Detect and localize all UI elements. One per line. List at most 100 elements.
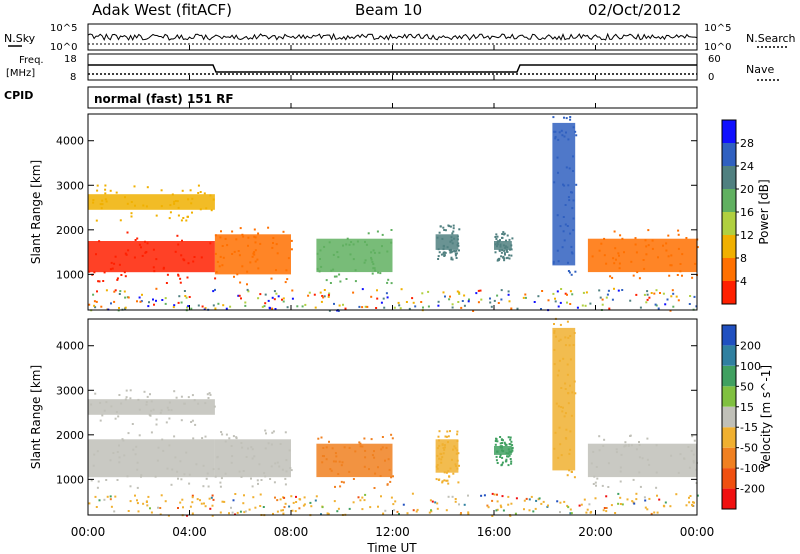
scatter-speckle xyxy=(228,437,231,440)
noise-pixel xyxy=(320,300,323,303)
noise-pixel xyxy=(145,500,148,503)
nave-label: Nave xyxy=(746,63,774,76)
noise-pixel xyxy=(302,504,305,507)
noise-pixel xyxy=(308,291,311,294)
scatter-speckle xyxy=(564,388,567,390)
scatter-speckle xyxy=(250,477,252,480)
scatter-speckle xyxy=(687,446,690,448)
cpid-label: CPID xyxy=(4,89,33,102)
scatter-speckle xyxy=(251,457,254,460)
scatter-speckle xyxy=(452,227,455,230)
noise-pixel xyxy=(537,295,540,298)
noise-pixel xyxy=(275,292,278,295)
scatter-speckle xyxy=(436,447,439,450)
noise-pixel xyxy=(231,511,234,514)
noise-pixel xyxy=(248,508,251,511)
scatter-speckle xyxy=(349,253,352,256)
noise-pixel xyxy=(189,505,192,508)
scatter-speckle xyxy=(573,476,576,479)
noise-pixel xyxy=(648,296,651,299)
scatter-speckle xyxy=(454,447,457,450)
scatter-speckle xyxy=(451,258,454,261)
y-tick-label: 3000 xyxy=(56,384,84,397)
noise-pixel xyxy=(136,300,138,303)
noise-pixel xyxy=(656,511,659,514)
scatter-speckle xyxy=(221,245,224,247)
scatter-speckle xyxy=(572,344,575,346)
scatter-speckle xyxy=(618,254,620,257)
noise-pixel xyxy=(556,500,559,503)
scatter-speckle xyxy=(318,270,321,273)
scatter-speckle xyxy=(149,393,151,396)
noise-pixel xyxy=(493,299,496,302)
scatter-speckle xyxy=(316,268,319,271)
scatter-speckle xyxy=(96,184,99,187)
scatter-speckle xyxy=(558,131,561,134)
scatter-speckle xyxy=(692,459,695,462)
noise-pixel xyxy=(212,304,215,307)
noise-pixel xyxy=(497,302,500,304)
noise-pixel xyxy=(191,496,194,499)
scatter-speckle xyxy=(574,270,577,273)
noise-pixel xyxy=(364,493,367,496)
noise-pixel xyxy=(468,298,470,301)
noise-pixel xyxy=(420,301,423,303)
scatter-speckle xyxy=(197,192,200,194)
scatter-speckle xyxy=(281,468,284,471)
scatter-speckle xyxy=(448,475,451,478)
scatter-speckle xyxy=(272,430,275,433)
noise-pixel xyxy=(95,300,98,303)
scatter-speckle xyxy=(102,280,105,282)
noise-pixel xyxy=(281,298,283,301)
noise-pixel xyxy=(552,292,555,295)
scatter-speckle xyxy=(390,476,393,479)
scatter-speckle xyxy=(332,253,335,256)
scatter-speckle xyxy=(505,249,508,252)
noise-pixel xyxy=(510,502,513,505)
noise-pixel xyxy=(666,298,669,301)
noise-pixel xyxy=(291,509,294,512)
scatter-speckle xyxy=(562,230,565,233)
scatter-speckle xyxy=(270,443,273,446)
scatter-speckle xyxy=(553,331,556,334)
scatter-region xyxy=(316,443,393,478)
noise-pixel xyxy=(547,299,550,302)
scatter-speckle xyxy=(272,237,275,239)
scatter-speckle xyxy=(570,191,572,194)
noise-pixel xyxy=(150,511,153,514)
noise-pixel xyxy=(632,501,635,504)
scatter-speckle xyxy=(441,237,444,240)
scatter-speckle xyxy=(456,449,459,452)
noise-pixel xyxy=(663,505,666,508)
noise-pixel xyxy=(491,499,494,502)
scatter-speckle xyxy=(191,419,194,422)
scatter-speckle xyxy=(440,458,443,461)
scatter-speckle xyxy=(612,257,615,260)
noise-pixel xyxy=(538,497,541,500)
noise-pixel xyxy=(183,290,186,292)
noise-pixel xyxy=(646,508,649,511)
noise-pixel xyxy=(178,295,181,298)
noise-pixel xyxy=(212,290,215,293)
noise-pixel xyxy=(648,497,651,500)
velocity-y-axis-label: Slant Range [km] xyxy=(29,365,43,469)
scatter-speckle xyxy=(498,240,501,243)
noise-pixel xyxy=(448,298,451,301)
noise-pixel xyxy=(650,292,653,294)
scatter-speckle xyxy=(341,461,344,464)
scatter-speckle xyxy=(207,397,210,399)
scatter-speckle xyxy=(567,336,570,339)
scatter-speckle xyxy=(334,460,337,463)
scatter-speckle xyxy=(456,430,459,433)
noise-pixel xyxy=(393,509,396,512)
y-tick-label: 4000 xyxy=(56,135,84,148)
scatter-speckle xyxy=(449,240,452,243)
noise-pixel xyxy=(444,295,446,298)
scatter-speckle xyxy=(174,200,177,202)
x-tick-label: 16:00 xyxy=(477,525,512,539)
scatter-speckle xyxy=(569,448,572,451)
noise-pixel xyxy=(436,502,439,505)
scatter-speckle xyxy=(511,446,514,449)
beam-title: Beam 10 xyxy=(355,1,422,19)
scatter-speckle xyxy=(92,199,95,201)
